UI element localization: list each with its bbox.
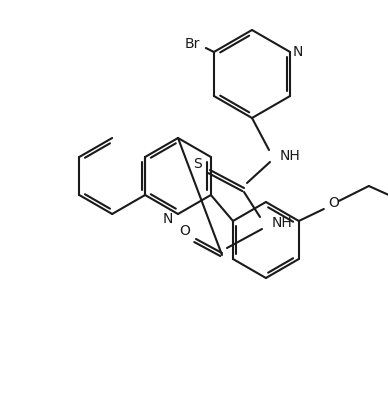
Text: O: O bbox=[328, 196, 339, 210]
Text: S: S bbox=[194, 157, 203, 171]
Text: NH: NH bbox=[280, 149, 301, 163]
Text: N: N bbox=[163, 212, 173, 226]
Text: N: N bbox=[293, 45, 303, 59]
Text: O: O bbox=[180, 224, 191, 238]
Text: NH: NH bbox=[272, 216, 293, 230]
Text: Br: Br bbox=[184, 37, 199, 51]
